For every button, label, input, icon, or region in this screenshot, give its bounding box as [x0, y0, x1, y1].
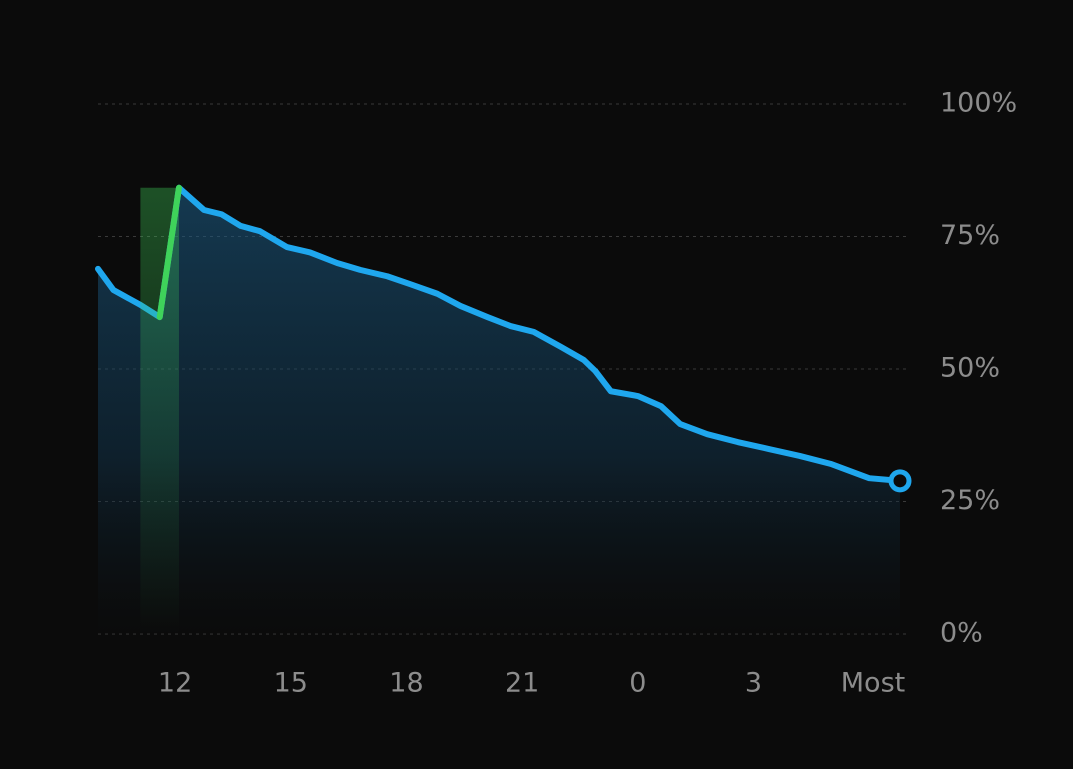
- line: [156, 184, 182, 321]
- x-tick-label: Most: [841, 668, 905, 699]
- charging-band: [140, 187, 179, 635]
- y-tick-label: 75%: [940, 220, 1000, 251]
- y-tick-label: 25%: [940, 485, 1000, 516]
- x-tick-label: 12: [158, 668, 192, 699]
- x-tick-label: 15: [274, 668, 308, 699]
- y-tick-label: 0%: [940, 618, 983, 649]
- x-tick-label: 3: [745, 668, 762, 699]
- line: [95, 184, 903, 484]
- end-marker: [888, 469, 912, 493]
- area: [98, 187, 900, 635]
- x-tick-label: 0: [629, 668, 646, 699]
- y-tick-label: 50%: [940, 353, 1000, 384]
- x-tick-label: 18: [389, 668, 423, 699]
- y-tick-label: 100%: [940, 88, 1017, 119]
- x-tick-label: 21: [505, 668, 539, 699]
